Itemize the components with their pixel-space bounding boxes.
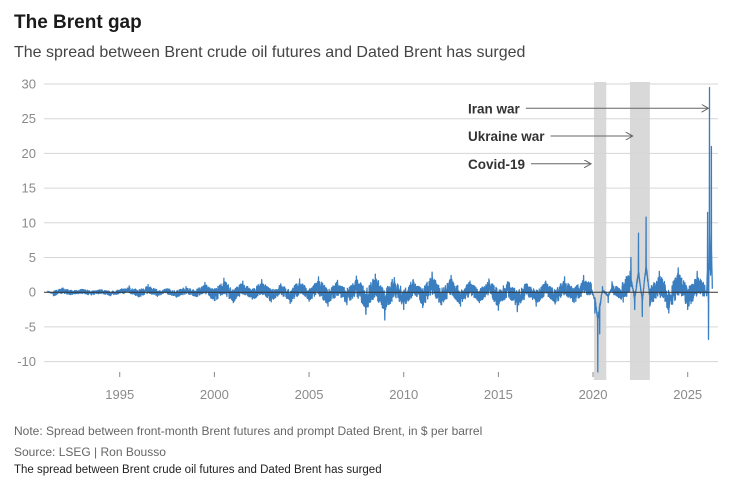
y-tick-label: 0 — [29, 285, 36, 300]
x-tick-label: 2020 — [579, 387, 608, 402]
y-tick-label: 25 — [22, 111, 36, 126]
y-tick-label: 5 — [29, 250, 36, 265]
shaded-period-0 — [593, 82, 607, 380]
series — [47, 86, 713, 373]
x-tick-label: 2025 — [673, 387, 702, 402]
gridlines — [44, 83, 718, 363]
annotations: Iran war Ukraine war Covid-19 — [468, 101, 708, 172]
y-tick-label: -10 — [17, 354, 36, 369]
x-tick-label: 2010 — [389, 387, 418, 402]
y-tick-label: 10 — [22, 215, 36, 230]
annotation-label: Ukraine war — [468, 129, 545, 144]
shaded-period-1 — [629, 82, 650, 380]
footnote: Note: Spread between front-month Brent f… — [14, 424, 483, 438]
chart-title: The Brent gap — [14, 12, 142, 33]
annotation-label: Iran war — [468, 101, 521, 116]
y-axis-ticks: 30 25 20 15 10 5 0 -5 -10 — [17, 77, 36, 370]
chart-subtitle: The spread between Brent crude oil futur… — [14, 44, 526, 61]
x-tick-label: 2000 — [200, 387, 229, 402]
y-tick-label: 20 — [22, 146, 36, 161]
x-tick-label: 2015 — [484, 387, 513, 402]
y-tick-label: -5 — [24, 319, 36, 334]
series-line — [47, 86, 713, 373]
shaded-periods — [593, 82, 650, 380]
annotation-label: Covid-19 — [468, 157, 525, 172]
y-tick-label: 15 — [22, 181, 36, 196]
y-tick-label: 30 — [22, 77, 36, 92]
image-caption: The spread between Brent crude oil futur… — [14, 464, 382, 476]
x-tick-label: 1995 — [105, 387, 134, 402]
x-axis-ticks: 1995 2000 2005 2010 2015 2020 2025 — [105, 372, 702, 402]
x-tick-label: 2005 — [295, 387, 324, 402]
source-credit: Source: LSEG | Ron Bousso — [14, 445, 166, 459]
